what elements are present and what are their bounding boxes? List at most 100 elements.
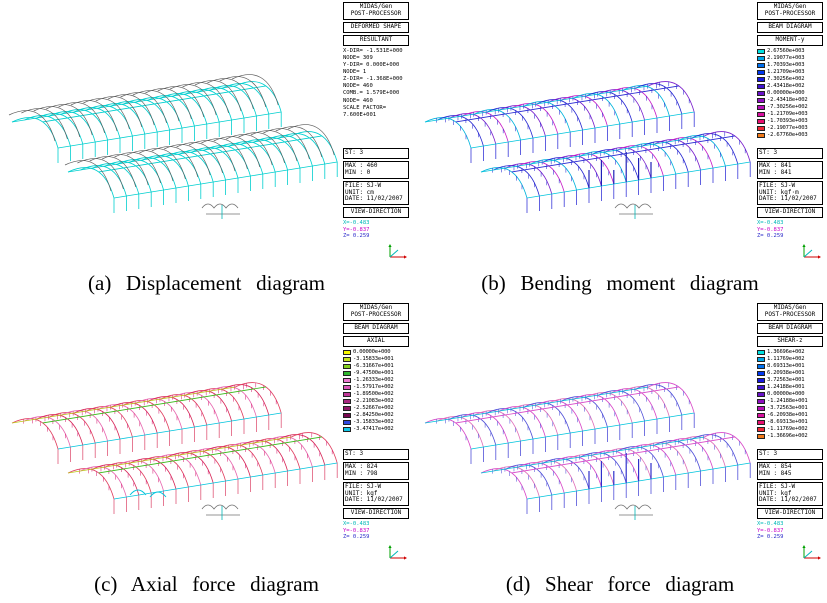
legend-value: 1.70393e+003	[767, 61, 805, 68]
legend-swatch	[757, 356, 765, 362]
color-legend: 1.36696e+002 1.11769e+002 8.69313e+001 6.20…	[757, 349, 823, 440]
unit-line: UNIT: kgf·m	[759, 188, 799, 196]
legend-entry: -3.47417e+002	[343, 426, 409, 433]
min-line: MIN : 0	[345, 168, 371, 176]
view-y-value: Y=-0.837	[757, 527, 784, 534]
file-info-box: FILE: SJ-W UNIT: kgf DATE: 11/02/2007	[343, 481, 409, 507]
legend-entry: -6.31667e+001	[343, 363, 409, 370]
result-line: Z-DIR= -1.368E+000	[343, 76, 403, 83]
legend-swatch	[757, 125, 765, 131]
legend-swatch	[757, 97, 765, 103]
legend-value: -1.21709e+003	[767, 110, 808, 117]
legend-entry: -2.52667e+002	[343, 405, 409, 412]
file-line: FILE: SJ-W	[345, 482, 382, 490]
maxmin-box: MAX : 460 MIN : 0	[343, 160, 409, 179]
view-y-value: Y=-0.837	[757, 226, 784, 233]
legend-swatch	[757, 55, 765, 61]
legend-value: -8.69313e+001	[767, 418, 808, 425]
view-x-value: X=-0.483	[757, 521, 784, 528]
legend-value: -6.20938e+001	[767, 411, 808, 418]
maxmin-box: MAX : 841 MIN : 841	[757, 160, 823, 179]
legend-entry: 2.43418e+002	[757, 83, 823, 90]
legend-entry: 6.20938e+001	[757, 370, 823, 377]
legend-entry: 8.69313e+001	[757, 363, 823, 370]
app-title-box: MIDAS/Gen POST-PROCESSOR	[343, 2, 409, 20]
result-line: NODE= 460	[343, 83, 373, 90]
legend-value: -2.19077e+003	[767, 124, 808, 131]
legend-entry: -1.11769e+002	[757, 426, 823, 433]
maxmin-box: MAX : 824 MIN : 798	[343, 461, 409, 480]
legend-swatch	[757, 111, 765, 117]
legend-entry: 2.19077e+003	[757, 55, 823, 62]
legend-value: -2.84250e+002	[353, 411, 394, 418]
legend-swatch	[757, 391, 765, 397]
legend-entry: 1.11769e+002	[757, 356, 823, 363]
legend-entry: -3.15833e+001	[343, 356, 409, 363]
legend-entry: -3.72563e+001	[757, 405, 823, 412]
stage-box: ST: 3	[757, 147, 823, 159]
legend-swatch	[343, 363, 351, 369]
legend-swatch	[757, 48, 765, 54]
component-box: AXIAL	[343, 335, 409, 347]
color-legend: 2.67560e+003 2.19077e+003 1.70393e+003 1.21…	[757, 48, 823, 139]
legend-swatch	[757, 384, 765, 390]
diagram-type-box: DEFORMED SHAPE	[343, 21, 409, 33]
stage-box: ST: 3	[757, 448, 823, 460]
legend-value: 1.11769e+002	[767, 355, 805, 362]
view-direction-box: VIEW-DIRECTION	[757, 207, 823, 219]
legend-entry: -8.69313e+001	[757, 419, 823, 426]
max-line: MAX : 841	[759, 161, 792, 169]
component-box: MOMENT-y	[757, 34, 823, 46]
result-line: NODE= 309	[343, 54, 373, 61]
structure-drawing	[8, 74, 338, 219]
legend-value: -1.24188e+001	[767, 397, 808, 404]
figure-caption-c: (c) Axial force diagram	[0, 567, 413, 602]
panel-axial-force-diagram: MIDAS/Gen POST-PROCESSOR BEAM DIAGRAM AX…	[0, 301, 413, 567]
legend-value: -1.26333e+002	[353, 376, 394, 383]
legend-value: 0.00000e+000	[353, 348, 391, 355]
legend-swatch	[343, 398, 351, 404]
legend-entry: -2.19077e+003	[757, 125, 823, 132]
legend-entry: 7.30256e+002	[757, 76, 823, 83]
legend-swatch	[757, 90, 765, 96]
view-x-value: X=-0.483	[757, 220, 784, 227]
legend-entry: 1.21709e+003	[757, 69, 823, 76]
view-z-value: Z= 0.259	[757, 233, 784, 240]
date-line: DATE: 11/02/2007	[759, 195, 817, 203]
unit-line: UNIT: kgf	[759, 489, 792, 497]
maxmin-box: MAX : 854 MIN : 845	[757, 461, 823, 480]
legend-swatch	[757, 370, 765, 376]
app-title-line1: MIDAS/Gen	[359, 3, 393, 10]
result-lines: X-DIR= -1.531E+000 NODE= 309 Y-DIR= 0.000E…	[343, 48, 409, 119]
file-line: FILE: SJ-W	[759, 181, 796, 189]
legend-sidebar: MIDAS/Gen POST-PROCESSOR BEAM DIAGRAM MO…	[757, 2, 823, 262]
legend-value: 7.30256e+002	[767, 75, 805, 82]
legend-entry: -3.15833e+002	[343, 419, 409, 426]
axis-triad-icon	[388, 545, 407, 560]
legend-swatch	[343, 419, 351, 425]
legend-entry: -9.47500e+001	[343, 370, 409, 377]
date-line: DATE: 11/02/2007	[345, 195, 403, 203]
max-line: MAX : 854	[759, 462, 792, 470]
legend-value: -1.57917e+002	[353, 383, 394, 390]
legend-swatch	[343, 412, 351, 418]
legend-value: 8.69313e+001	[767, 362, 805, 369]
min-line: MIN : 798	[345, 469, 378, 477]
structure-drawing	[11, 382, 338, 520]
legend-entry: -2.84250e+002	[343, 412, 409, 419]
legend-entry: -1.36696e+002	[757, 433, 823, 440]
structure-drawing	[424, 382, 751, 520]
legend-value: 1.36696e+002	[767, 348, 805, 355]
file-line: FILE: SJ-W	[345, 181, 382, 189]
legend-entry: 0.00000e+000	[343, 349, 409, 356]
view-direction-box: VIEW-DIRECTION	[343, 207, 409, 219]
result-line: Y-DIR= 0.000E+000	[343, 61, 400, 68]
figure-caption-a: (a) Displacement diagram	[0, 266, 413, 301]
app-title-line1: MIDAS/Gen	[773, 3, 807, 10]
component-box: RESULTANT	[343, 34, 409, 46]
legend-value: -3.47417e+002	[353, 425, 394, 432]
legend-value: 2.43418e+002	[767, 82, 805, 89]
legend-swatch	[757, 433, 765, 439]
result-line: SCALE FACTOR=	[343, 104, 387, 111]
view-y-value: Y=-0.837	[343, 226, 370, 233]
